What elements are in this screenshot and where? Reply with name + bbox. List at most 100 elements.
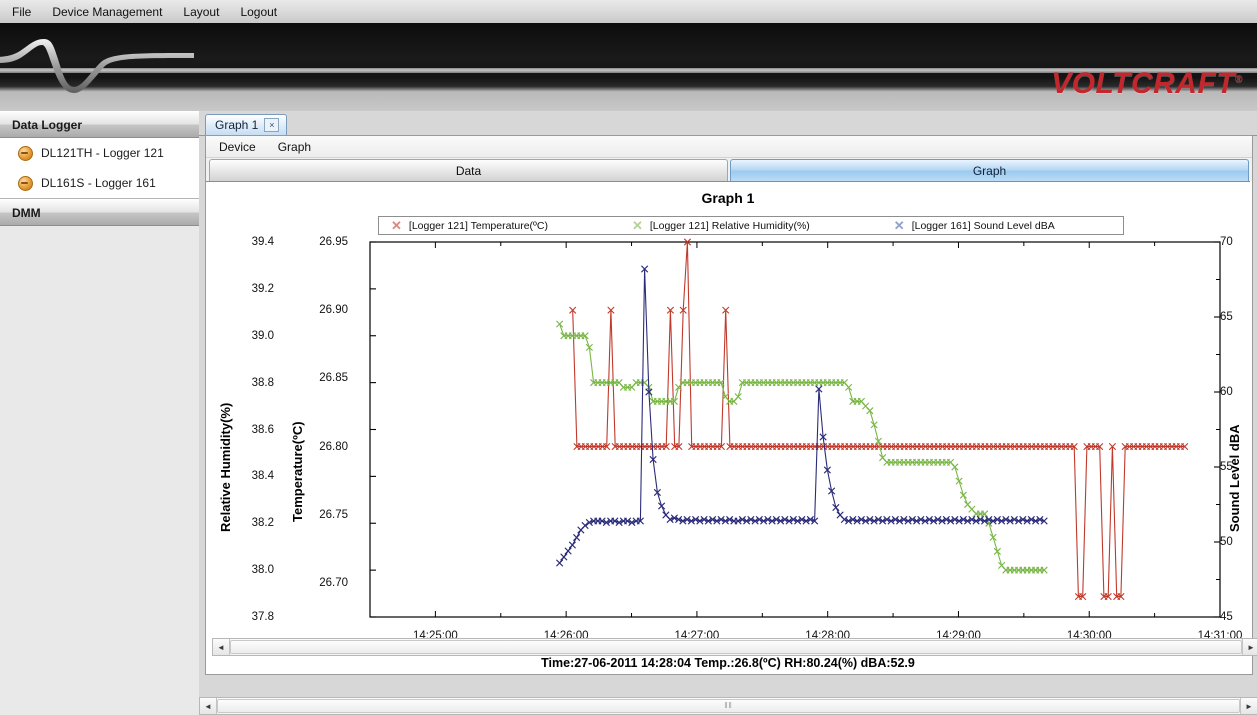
menu-item-device-management[interactable]: Device Management: [52, 4, 163, 19]
series-marker-x-icon: [955, 477, 963, 485]
series-marker-x-icon: [603, 442, 611, 451]
series-marker-x-icon: [806, 515, 814, 524]
series-marker-x-icon: [857, 515, 865, 524]
menu-item-graph[interactable]: Graph: [277, 139, 312, 154]
legend-entry-temperature[interactable]: ✕ [Logger 121] Temperature(ºC): [391, 219, 548, 232]
close-icon[interactable]: ×: [264, 118, 280, 132]
series-marker-x-icon: [666, 306, 675, 314]
legend-marker-x-icon: ✕: [631, 218, 643, 233]
series-marker-x-icon: [687, 517, 695, 525]
scroll-right-arrow-icon[interactable]: ►: [1242, 639, 1257, 655]
series-marker-x-icon: [891, 515, 899, 524]
series-marker-x-icon: [925, 515, 933, 524]
axis-tick-label: 45: [1220, 611, 1233, 623]
series-marker-x-icon: [811, 517, 819, 525]
series-marker-x-icon: [896, 517, 904, 525]
legend-marker-x-icon: ✕: [893, 218, 905, 233]
series-marker-x-icon: [611, 517, 619, 525]
axis-tick-label: 26.95: [319, 236, 348, 248]
axis-tick-label: 38.8: [251, 376, 274, 389]
y-axis-ticks-relative-humidity: 37.8 38.0 38.2 38.4 38.6 38.8 39.0 39.2 39.4: [226, 182, 274, 674]
series-marker-x-icon: [734, 517, 742, 525]
menu-item-device[interactable]: Device: [219, 139, 256, 154]
series-marker-x-icon: [585, 343, 593, 352]
axis-tick-label: 26.80: [319, 440, 348, 453]
series-marker-x-icon: [1006, 517, 1014, 525]
series-marker-x-icon: [819, 433, 827, 441]
series-marker-x-icon: [692, 515, 700, 524]
tab-data[interactable]: Data: [209, 159, 728, 181]
series-marker-x-icon: [921, 517, 929, 525]
series-marker-x-icon: [734, 393, 742, 401]
inner-horizontal-scrollbar[interactable]: ◄ ►: [212, 638, 1257, 656]
axis-tick-label: 38.0: [251, 564, 274, 577]
sidebar-group-header-data-logger[interactable]: Data Logger: [0, 111, 199, 138]
scroll-track[interactable]: [230, 639, 1242, 655]
series-marker-x-icon: [683, 238, 692, 246]
series-marker-x-icon: [743, 517, 751, 525]
series-marker-x-icon: [976, 515, 984, 524]
y-axis-ticks-temperature: 26.70 26.75 26.80 26.85 26.90 26.95: [300, 182, 348, 674]
series-marker-x-icon: [870, 421, 878, 429]
series-marker-x-icon: [989, 517, 997, 525]
series-marker-x-icon: [874, 515, 882, 524]
main-panel: Graph 1 × Device Graph Data Graph Graph …: [199, 111, 1257, 715]
series-marker-x-icon: [917, 515, 925, 524]
series-marker-x-icon: [1070, 442, 1078, 451]
axis-tick-label: 26.70: [319, 576, 348, 589]
chart-series-3: [556, 265, 1048, 567]
series-marker-x-icon: [985, 515, 993, 524]
scroll-left-arrow-icon[interactable]: ◄: [200, 698, 217, 714]
scroll-right-arrow-icon[interactable]: ►: [1240, 698, 1257, 714]
sidebar-item-dl161s-logger-161[interactable]: DL161S - Logger 161: [0, 168, 199, 198]
axis-tick-label: 65: [1220, 311, 1233, 323]
sidebar-group-body-data-logger: DL121TH - Logger 121 DL161S - Logger 161: [0, 138, 199, 199]
series-marker-x-icon: [556, 320, 564, 328]
series-marker-x-icon: [989, 533, 997, 541]
axis-tick-label: 26.90: [319, 304, 348, 317]
series-marker-x-icon: [581, 521, 589, 530]
menu-item-logout[interactable]: Logout: [240, 4, 278, 19]
menu-item-layout[interactable]: Layout: [183, 4, 220, 19]
series-marker-x-icon: [569, 306, 577, 314]
series-marker-x-icon: [959, 491, 967, 499]
series-marker-x-icon: [751, 517, 759, 525]
series-marker-x-icon: [615, 518, 623, 527]
scroll-thumb[interactable]: ‖‖: [217, 699, 1240, 713]
scroll-thumb[interactable]: [230, 640, 1242, 654]
outer-horizontal-scrollbar[interactable]: ◄ ‖‖ ►: [199, 697, 1257, 715]
series-marker-x-icon: [585, 518, 593, 527]
axis-tick-label: 55: [1220, 461, 1233, 473]
series-marker-x-icon: [777, 517, 785, 525]
menu-item-file[interactable]: File: [12, 4, 32, 19]
document-content: Device Graph Data Graph Graph 1 ✕ [Logge…: [205, 135, 1257, 675]
series-marker-x-icon: [717, 379, 725, 387]
series-marker-x-icon: [785, 517, 793, 525]
series-marker-x-icon: [1181, 442, 1189, 451]
scroll-track[interactable]: ‖‖: [217, 698, 1240, 714]
series-marker-x-icon: [964, 517, 972, 525]
sidebar-item-dl121th-logger-121[interactable]: DL121TH - Logger 121: [0, 138, 199, 168]
voltcraft-wave-logo-icon: [0, 39, 194, 93]
voltcraft-wordmark: VOLTCRAFT®: [1051, 67, 1243, 101]
legend-entry-sound-level[interactable]: ✕ [Logger 161] Sound Level dBA: [894, 219, 1055, 232]
series-marker-x-icon: [1019, 515, 1027, 524]
document-tab-graph-1[interactable]: Graph 1 ×: [205, 114, 288, 135]
sidebar-group-header-dmm[interactable]: DMM: [0, 199, 199, 226]
series-marker-x-icon: [722, 306, 730, 314]
scroll-left-arrow-icon[interactable]: ◄: [213, 639, 230, 655]
legend-entry-relative-humidity[interactable]: ✕ [Logger 121] Relative Humidity(%): [632, 219, 810, 232]
series-marker-x-icon: [721, 517, 729, 525]
series-marker-x-icon: [628, 518, 636, 527]
chart-plot[interactable]: [206, 182, 1250, 674]
series-marker-x-icon: [862, 517, 870, 525]
series-marker-x-icon: [845, 383, 853, 391]
series-marker-x-icon: [908, 515, 916, 524]
tab-graph[interactable]: Graph: [730, 159, 1249, 181]
series-marker-x-icon: [904, 517, 912, 525]
series-marker-x-icon: [947, 517, 955, 525]
sidebar-item-label: DL161S - Logger 161: [41, 176, 156, 190]
series-marker-x-icon: [772, 515, 780, 524]
document-tab-strip: Graph 1 ×: [199, 114, 1257, 136]
